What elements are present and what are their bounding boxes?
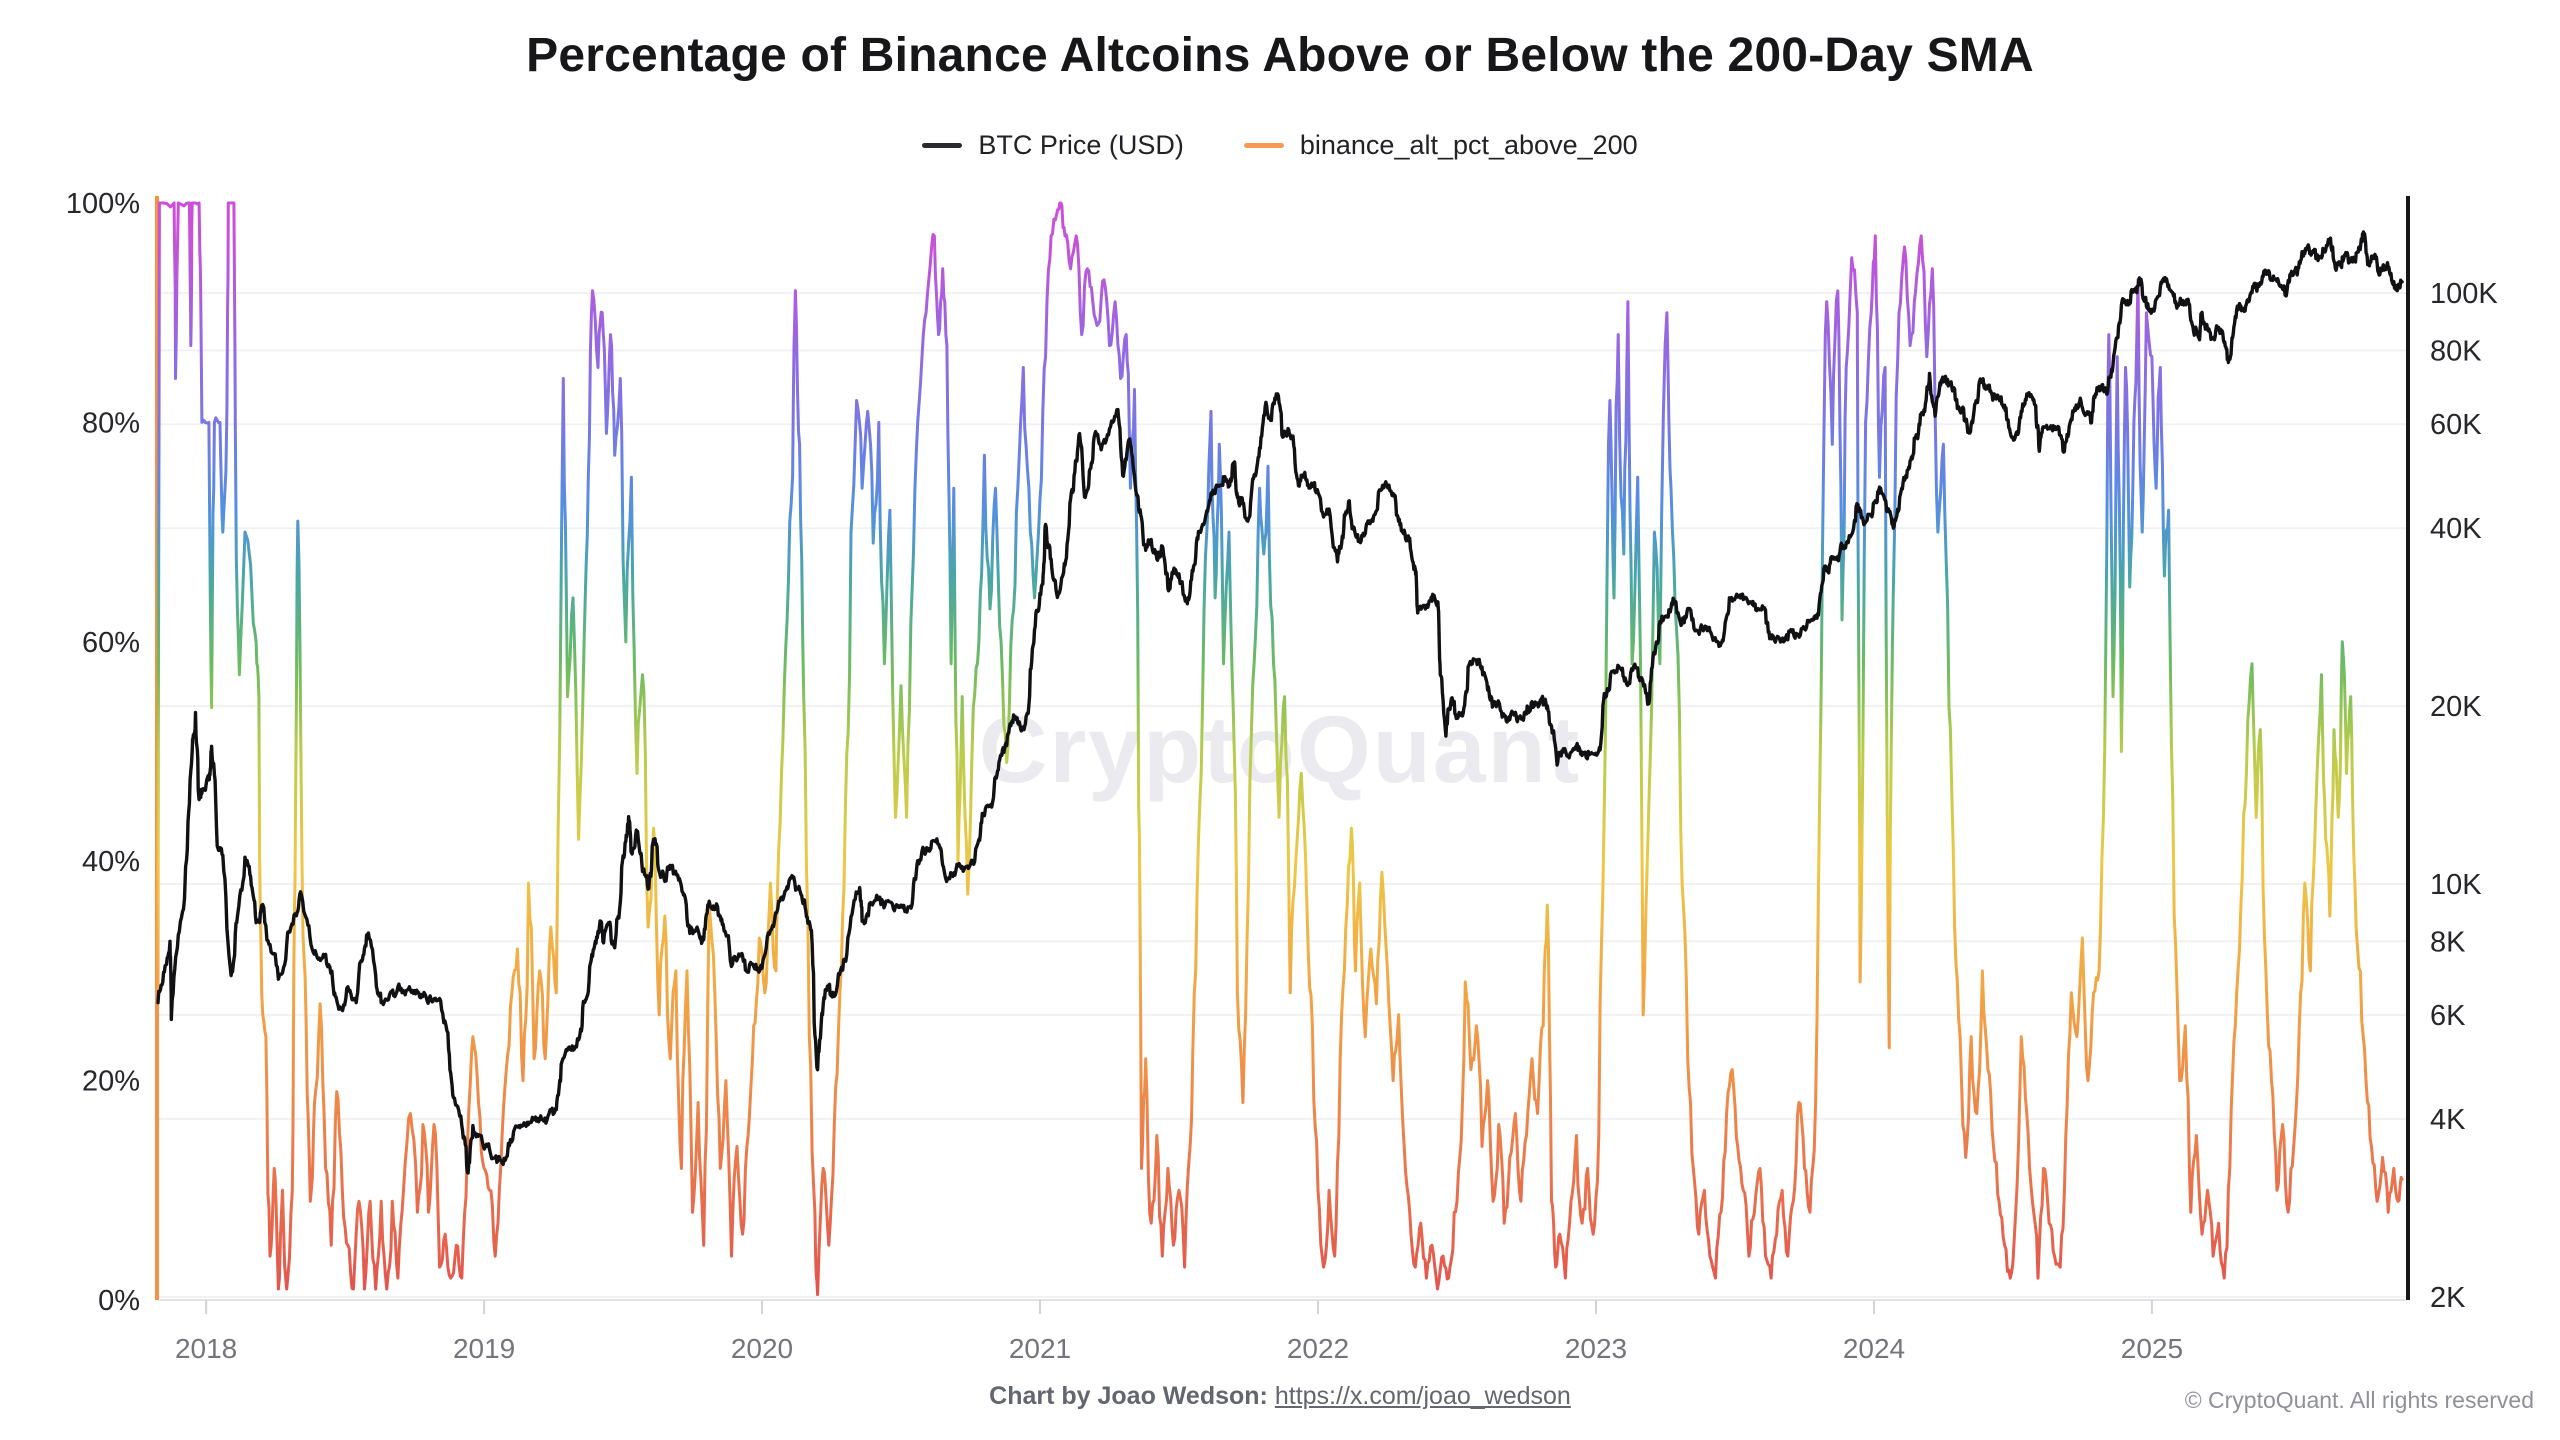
x-axis-label: 2023	[1565, 1333, 1627, 1364]
y-axis-left-label: 60%	[82, 627, 140, 659]
x-axis-label: 2018	[175, 1333, 237, 1364]
btc-price-line	[156, 230, 2404, 1175]
page-title: Percentage of Binance Altcoins Above or …	[526, 29, 2034, 82]
y-axis-left-label: 40%	[82, 846, 140, 878]
credit-link[interactable]: https://x.com/joao_wedson	[1274, 1382, 1571, 1410]
x-axis-label: 2025	[2121, 1333, 2183, 1364]
y-axis-right-label: 80K	[2430, 335, 2482, 367]
x-axis-label: 2020	[731, 1333, 793, 1364]
legend-label: binance_alt_pct_above_200	[1299, 130, 1638, 160]
y-axis-right-label: 10K	[2430, 869, 2482, 901]
legend: BTC Price (USD) binance_alt_pct_above_200	[0, 130, 2560, 161]
copyright-notice: © CryptoQuant. All rights reserved	[2184, 1387, 2534, 1413]
legend-swatch-icon	[922, 143, 963, 148]
y-axis-right-label: 2K	[2430, 1282, 2466, 1314]
x-axis-label: 2024	[1843, 1333, 1905, 1364]
y-axis-left-label: 20%	[82, 1066, 140, 1098]
y-axis-left-label: 80%	[82, 407, 140, 439]
y-axis-right-label: 40K	[2430, 513, 2482, 545]
y-axis-right-label: 8K	[2430, 926, 2466, 958]
y-axis-left-label: 0%	[98, 1285, 140, 1317]
alt-pct-line	[156, 201, 2404, 1296]
credit-author-label: Chart by Joao Wedson:	[989, 1382, 1268, 1410]
y-axis-right-label: 6K	[2430, 1000, 2466, 1032]
legend-item-btc[interactable]: BTC Price (USD)	[922, 130, 1184, 161]
legend-label: BTC Price (USD)	[978, 130, 1184, 160]
y-axis-right-label: 4K	[2430, 1104, 2466, 1136]
y-axis-left-label: 100%	[66, 188, 140, 220]
y-axis-right-label: 100K	[2430, 278, 2498, 310]
legend-item-alt[interactable]: binance_alt_pct_above_200	[1243, 130, 1638, 161]
legend-swatch-icon	[1243, 143, 1284, 148]
x-axis-label: 2022	[1287, 1333, 1349, 1364]
footer-credit: Chart by Joao Wedson: https://x.com/joao…	[0, 1382, 2560, 1411]
x-axis-label: 2019	[453, 1333, 515, 1364]
y-axis-right-label: 60K	[2430, 409, 2482, 441]
x-axis-label: 2021	[1009, 1333, 1071, 1364]
y-axis-right-label: 20K	[2430, 691, 2482, 723]
